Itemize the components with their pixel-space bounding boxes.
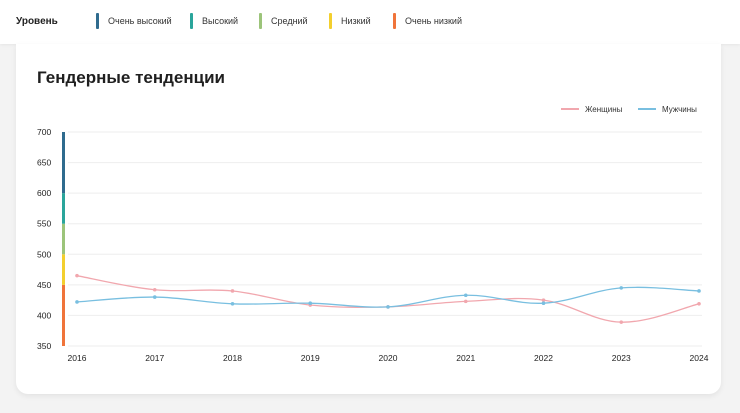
level-band-2	[62, 223, 65, 255]
level-swatch-1	[190, 13, 193, 29]
x-tick-label-2018: 2018	[223, 353, 242, 363]
series-1-point-2019	[308, 301, 313, 306]
legend-men[interactable]: Мужчины	[638, 103, 697, 115]
series-1-point-2017	[152, 295, 157, 299]
level-label-4: Очень низкий	[405, 16, 462, 26]
y-tick-label-550: 550	[37, 219, 51, 229]
series-0-point-2024	[697, 302, 701, 306]
level-swatch-3	[329, 13, 332, 29]
level-band-4	[62, 132, 65, 194]
series-1-point-2021	[463, 293, 468, 298]
x-tick-label-2016: 2016	[68, 353, 87, 363]
series-0-point-2021	[463, 299, 468, 304]
level-item-2: Средний	[259, 13, 308, 29]
level-band-1	[62, 254, 65, 285]
level-label-2: Средний	[271, 16, 308, 26]
level-legend-title: Уровень	[16, 16, 58, 27]
level-item-0: Очень высокий	[96, 13, 172, 29]
series-1-point-2024	[697, 289, 701, 293]
chart-card: Гендерные тенденции Женщины Мужчины 350 4…	[16, 44, 721, 394]
series-1-point-2022	[541, 301, 546, 306]
x-tick-label-2022: 2022	[534, 353, 553, 363]
series-0-point-2016	[75, 273, 79, 278]
x-tick-label-2021: 2021	[456, 353, 475, 363]
y-tick-label-650: 650	[37, 158, 51, 168]
y-tick-label-400: 400	[37, 310, 51, 320]
x-tick-label-2023: 2023	[612, 353, 631, 363]
level-legend-bar: Уровень Очень высокий Высокий Средний Низки…	[0, 0, 740, 44]
legend-men-line	[638, 108, 656, 110]
x-tick-label-2019: 2019	[301, 353, 320, 363]
series-0-point-2023	[619, 320, 624, 324]
x-tick-label-2017: 2017	[145, 353, 164, 363]
level-item-4: Очень низкий	[393, 13, 462, 29]
level-item-1: Высокий	[190, 13, 238, 29]
chart-title: Гендерные тенденции	[37, 68, 226, 87]
line-chart: 350 400 450 500 550 600 650 700 2016 2017 2018 2019…	[37, 127, 709, 363]
legend-women-label: Женщины	[585, 104, 623, 114]
y-tick-label-500: 500	[37, 249, 51, 259]
level-label-1: Высокий	[202, 16, 239, 26]
y-tick-label-450: 450	[37, 280, 51, 290]
y-tick-label-700: 700	[37, 127, 51, 137]
legend-women-line	[561, 108, 579, 110]
series-0-point-2022	[541, 298, 546, 302]
level-label-0: Очень высокий	[108, 16, 172, 26]
legend-women[interactable]: Женщины	[561, 103, 622, 115]
level-label-3: Низкий	[341, 16, 371, 26]
level-swatch-0	[96, 13, 99, 29]
y-tick-label-600: 600	[37, 188, 51, 198]
level-swatch-4	[393, 13, 396, 29]
series-1-point-2020	[386, 305, 390, 309]
level-band-0	[62, 284, 65, 346]
level-band-3	[62, 193, 65, 224]
series-0-point-2017	[152, 287, 157, 292]
x-tick-label-2024: 2024	[690, 353, 709, 363]
series-1-point-2016	[75, 300, 79, 304]
y-tick-label-350: 350	[37, 341, 51, 351]
level-item-3: Низкий	[329, 13, 371, 29]
series-1-point-2023	[619, 286, 624, 290]
level-swatch-2	[259, 13, 262, 29]
series-1-point-2018	[230, 302, 235, 306]
legend-men-label: Мужчины	[662, 104, 697, 114]
series-0-point-2018	[230, 289, 235, 293]
x-tick-label-2020: 2020	[379, 353, 398, 363]
